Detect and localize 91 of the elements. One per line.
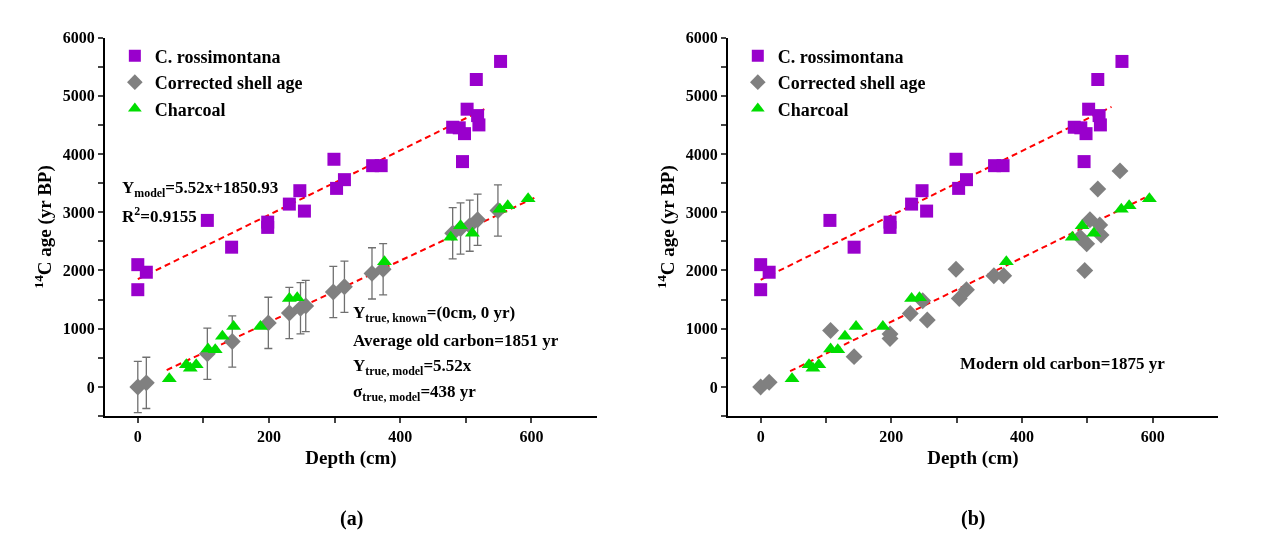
point: [760, 373, 778, 391]
legend-label: Corrected shell age: [777, 73, 926, 94]
y-tick-label: 6000: [685, 29, 718, 47]
point: [1089, 180, 1107, 198]
y-tick-label: 3000: [685, 203, 718, 221]
x-tick-label: 200: [257, 428, 281, 446]
annotation: Modern old carbon=1875 yr: [960, 354, 1166, 373]
point: [456, 155, 470, 169]
y-tick-label: 0: [709, 378, 718, 396]
point: [223, 333, 241, 350]
point: [225, 240, 239, 254]
legend-label: C. rossimontana: [154, 46, 281, 67]
y-tick-label: 5000: [62, 87, 95, 105]
point: [1082, 102, 1096, 116]
point: [883, 220, 897, 234]
point: [822, 322, 840, 339]
legend-label: C. rossimontana: [777, 46, 904, 67]
x-tick-label: 400: [388, 428, 413, 446]
y-tick-label: 2000: [685, 262, 718, 280]
x-tick-label: 600: [1140, 428, 1165, 446]
x-axis-title: Depth (cm): [305, 446, 397, 469]
point: [947, 260, 965, 278]
legend-label: Corrected shell age: [154, 73, 303, 94]
point: [915, 184, 929, 198]
point: [282, 197, 296, 211]
x-tick-label: 600: [519, 428, 544, 446]
point: [200, 213, 214, 227]
point: [847, 240, 861, 254]
y-tick-label: 3000: [62, 203, 95, 221]
legend-label: Charcoal: [777, 99, 849, 120]
annotation: Y$_{model}$=5.52x+1850.93: [122, 178, 279, 200]
y-tick-label: 6000: [62, 29, 95, 47]
y-tick-label: 1000: [685, 320, 718, 338]
point: [1093, 118, 1107, 132]
x-tick-label: 0: [756, 428, 765, 446]
point: [1081, 211, 1099, 229]
y-tick-label: 0: [86, 378, 95, 396]
point: [261, 220, 275, 234]
x-tick-label: 400: [1010, 428, 1034, 446]
point: [1078, 235, 1096, 253]
point: [363, 264, 381, 282]
point: [823, 213, 837, 227]
annotation: Average old carbon=1851 yr: [353, 331, 559, 350]
point: [996, 159, 1010, 173]
point: [1111, 162, 1129, 180]
point: [469, 72, 483, 86]
point: [1115, 54, 1129, 68]
point: [457, 127, 471, 141]
point: [280, 304, 298, 322]
point: [1076, 262, 1094, 279]
point: [958, 281, 975, 299]
annotation: R$^{2}$=0.9155: [122, 204, 197, 227]
point: [901, 305, 919, 323]
point: [139, 265, 153, 279]
point: [918, 311, 936, 329]
point: [1079, 127, 1093, 141]
annotation: Y$_{true, known}$=(0cm, 0 yr): [353, 303, 516, 325]
y-tick-label: 4000: [685, 145, 718, 163]
x-tick-label: 200: [879, 428, 904, 446]
point: [131, 283, 145, 297]
point: [324, 283, 342, 301]
point: [949, 152, 963, 166]
point: [1077, 155, 1091, 169]
y-tick-label: 1000: [62, 320, 95, 338]
y-tick-label: 2000: [62, 262, 95, 280]
point: [472, 118, 486, 132]
point: [952, 181, 966, 195]
point: [1091, 72, 1105, 86]
y-tick-label: 4000: [62, 145, 95, 163]
annotation: Y$_{true, model}$=5.52x: [353, 356, 472, 378]
point: [297, 204, 311, 218]
y-tick-label: 5000: [685, 87, 718, 105]
point: [762, 265, 776, 279]
point: [920, 204, 934, 218]
point: [469, 211, 487, 229]
point: [845, 348, 863, 366]
point: [293, 184, 307, 198]
point: [335, 278, 353, 296]
text: (b): [961, 507, 986, 530]
legend-label: Charcoal: [154, 99, 226, 120]
point: [330, 181, 344, 195]
point: [374, 159, 388, 173]
annotation: σ$_{true, model}$=438 yr: [353, 382, 477, 404]
x-axis-title: Depth (cm): [927, 446, 1019, 469]
point: [494, 54, 508, 68]
point: [754, 283, 768, 297]
point: [327, 152, 341, 166]
x-tick-label: 0: [133, 428, 142, 446]
text: (a): [340, 507, 364, 530]
point: [950, 289, 968, 307]
point: [905, 197, 919, 211]
